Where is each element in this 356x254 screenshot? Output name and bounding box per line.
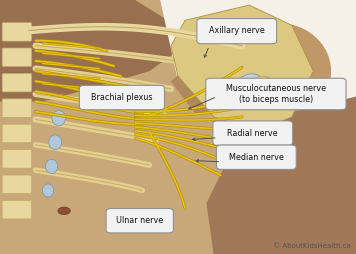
FancyBboxPatch shape bbox=[2, 150, 32, 168]
FancyBboxPatch shape bbox=[2, 99, 32, 117]
FancyBboxPatch shape bbox=[2, 124, 32, 143]
Ellipse shape bbox=[249, 76, 278, 107]
Polygon shape bbox=[171, 5, 313, 132]
Polygon shape bbox=[171, 46, 278, 114]
FancyBboxPatch shape bbox=[2, 48, 32, 67]
Text: Brachial plexus: Brachial plexus bbox=[91, 93, 152, 102]
Text: Musculocutaneous nerve
(to biceps muscle): Musculocutaneous nerve (to biceps muscle… bbox=[226, 84, 326, 104]
Ellipse shape bbox=[52, 110, 66, 126]
Text: Radial nerve: Radial nerve bbox=[227, 129, 278, 138]
FancyBboxPatch shape bbox=[206, 78, 346, 110]
FancyBboxPatch shape bbox=[79, 85, 164, 110]
FancyBboxPatch shape bbox=[2, 200, 32, 219]
Text: Median nerve: Median nerve bbox=[229, 153, 284, 162]
Polygon shape bbox=[0, 0, 196, 102]
Ellipse shape bbox=[46, 159, 58, 173]
Ellipse shape bbox=[58, 207, 70, 215]
FancyBboxPatch shape bbox=[216, 145, 296, 169]
Polygon shape bbox=[160, 0, 356, 114]
Ellipse shape bbox=[224, 23, 331, 119]
FancyBboxPatch shape bbox=[2, 175, 32, 194]
FancyBboxPatch shape bbox=[213, 121, 293, 145]
Text: © AboutKidsHealth.ca: © AboutKidsHealth.ca bbox=[273, 243, 351, 249]
Ellipse shape bbox=[233, 74, 266, 109]
FancyBboxPatch shape bbox=[197, 19, 277, 44]
FancyBboxPatch shape bbox=[2, 73, 32, 92]
FancyBboxPatch shape bbox=[106, 209, 173, 233]
Text: Axillary nerve: Axillary nerve bbox=[209, 26, 265, 36]
Ellipse shape bbox=[49, 135, 62, 150]
Text: Ulnar nerve: Ulnar nerve bbox=[116, 216, 163, 225]
FancyBboxPatch shape bbox=[2, 23, 32, 41]
Polygon shape bbox=[206, 97, 356, 254]
Ellipse shape bbox=[42, 184, 54, 197]
